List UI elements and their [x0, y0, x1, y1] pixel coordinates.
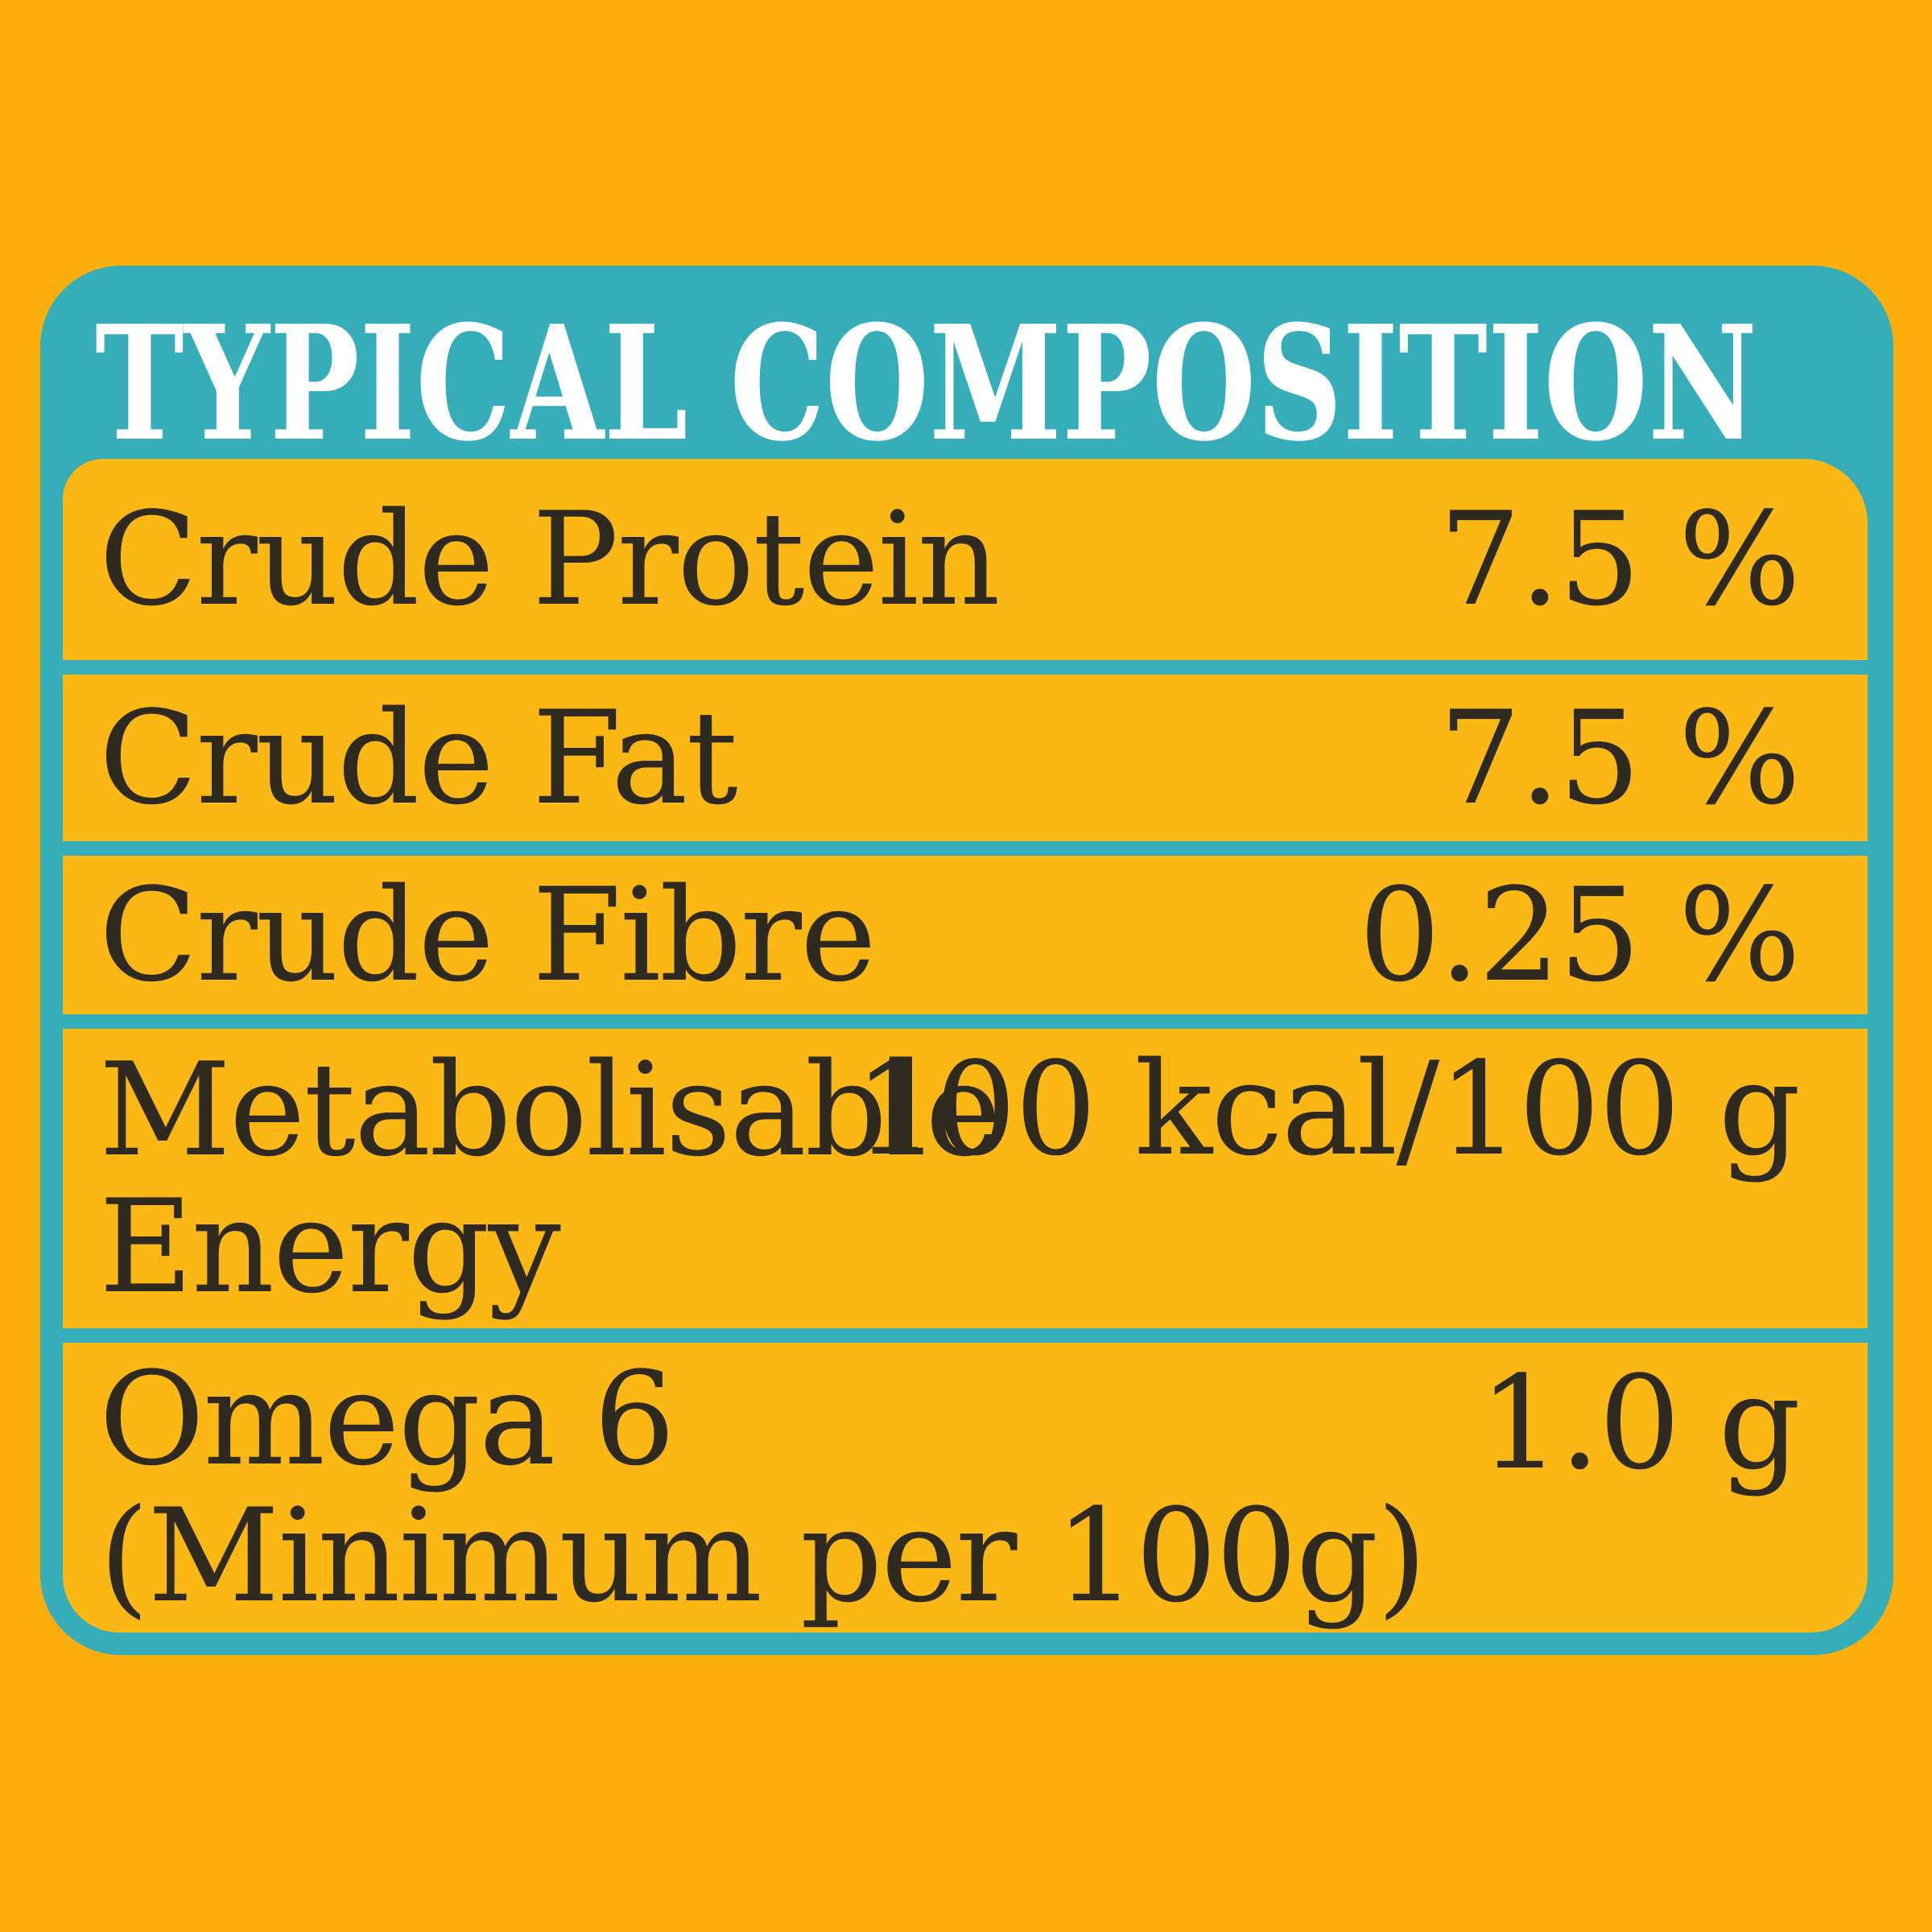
table-row-metabolisable-energy: Metabolisable Energy 100 kcal/100 g	[63, 1029, 1868, 1328]
row-label: Metabolisable Energy	[99, 1034, 1001, 1322]
row-label: Omega 6 (Minimum per 100g)	[99, 1344, 1427, 1631]
row-label-line2: Energy	[99, 1171, 561, 1322]
row-label-line1: Crude Fat	[99, 682, 738, 833]
row-label-line1: Crude Fibre	[99, 859, 877, 1010]
composition-table: Crude Protein 7.5 % Crude Fat 7.5 % Crud…	[63, 459, 1868, 1633]
row-value: 100 kcal/100 g	[854, 1034, 1801, 1184]
row-label-line1: Omega 6	[99, 1344, 675, 1494]
row-value: 7.5 %	[1439, 484, 1801, 634]
composition-card: TYPICAL COMPOSITION Crude Protein 7.5 % …	[40, 266, 1893, 1655]
row-value: 0.25 %	[1358, 859, 1801, 1010]
header-title: TYPICAL COMPOSITION	[95, 310, 1757, 477]
card-header: TYPICAL COMPOSITION	[95, 310, 1757, 477]
table-row-omega-6: Omega 6 (Minimum per 100g) 1.0 g	[63, 1343, 1868, 1633]
row-label: Crude Fat	[99, 682, 738, 833]
table-row-crude-protein: Crude Protein 7.5 %	[63, 459, 1868, 660]
row-label: Crude Protein	[99, 484, 1001, 634]
table-row-crude-fat: Crude Fat 7.5 %	[63, 675, 1868, 841]
row-value: 7.5 %	[1439, 682, 1801, 833]
table-row-crude-fibre: Crude Fibre 0.25 %	[63, 856, 1868, 1014]
row-label-line1: Crude Protein	[99, 484, 1001, 634]
row-label-line1: Metabolisable	[99, 1034, 1001, 1185]
row-label-line2: (Minimum per 100g)	[99, 1480, 1427, 1631]
row-value: 1.0 g	[1479, 1348, 1801, 1498]
row-label: Crude Fibre	[99, 859, 877, 1010]
